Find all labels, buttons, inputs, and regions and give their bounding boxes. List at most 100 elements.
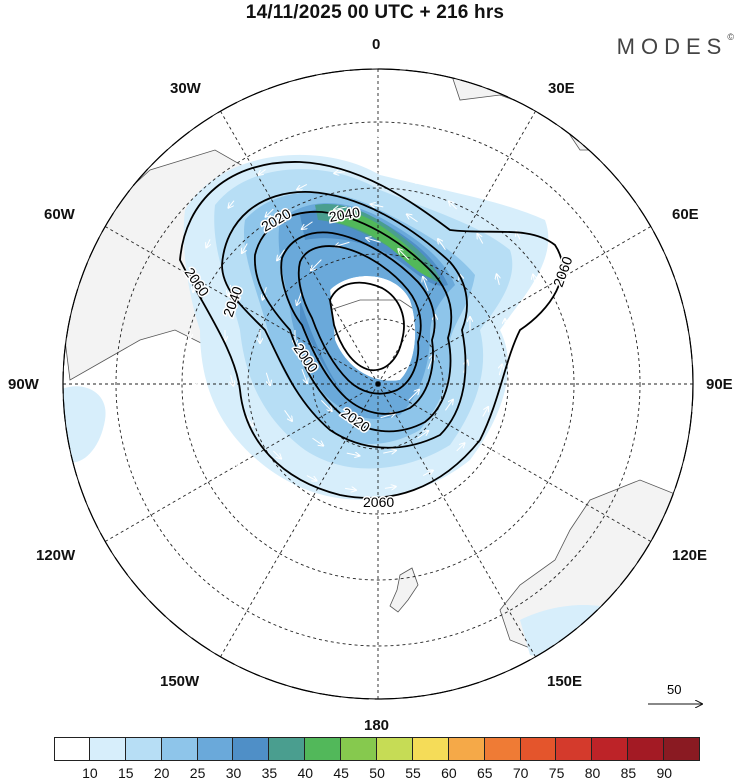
wind-vector <box>495 452 502 460</box>
wind-vector <box>206 239 210 247</box>
wind-vector <box>312 437 324 445</box>
wind-vector <box>343 524 353 525</box>
colorbar-cell <box>484 737 521 761</box>
colorbar-cell <box>412 737 449 761</box>
contour-label: 2060 <box>550 254 576 289</box>
meridian-150e <box>377 383 536 658</box>
wind-vector <box>490 194 497 202</box>
wind-vector <box>408 390 419 401</box>
wind-vector <box>413 179 424 185</box>
colorbar-cell <box>341 737 378 761</box>
lon-label-120e: 120E <box>672 547 708 564</box>
meridian-150w <box>220 383 379 658</box>
land-masses <box>63 69 693 661</box>
contour-2060 <box>179 161 564 499</box>
lon-label-120w: 120W <box>36 547 76 564</box>
wind-vector <box>233 458 240 466</box>
wind-vector <box>426 509 435 513</box>
colorbar-cell <box>305 737 342 761</box>
wind-vectors <box>190 135 540 525</box>
modes-logo: MODES© <box>616 32 734 60</box>
wind-vector <box>497 274 500 286</box>
wind-vector <box>284 410 292 421</box>
wind-vector <box>334 172 346 174</box>
wind-vector <box>277 249 285 261</box>
contour-2020 <box>280 231 436 415</box>
colorbar-tick-label: 80 <box>584 765 601 781</box>
colorbar-cell <box>269 737 306 761</box>
colorbar-cell <box>592 737 629 761</box>
lat-circle-50 <box>115 121 641 647</box>
lon-label-0: 0 <box>372 36 381 53</box>
colorbar-tick-label: 15 <box>118 765 134 781</box>
meridian-30e <box>377 110 536 385</box>
colorbar-tick-label: 45 <box>333 765 349 781</box>
wind-vector <box>301 368 307 383</box>
colorbar-tick-label: 70 <box>512 765 529 781</box>
wind-vector <box>344 488 356 490</box>
brand-text: MODES <box>616 34 728 59</box>
wind-vector <box>228 200 235 208</box>
wind-vector <box>477 234 484 244</box>
colorbar-cell <box>628 737 665 761</box>
colorbar-tick-label: 55 <box>405 765 421 781</box>
contour-1980 <box>329 281 405 372</box>
wind-vector <box>374 170 386 172</box>
shade-45 <box>330 209 432 278</box>
lon-label-90w: 90W <box>8 376 39 393</box>
wind-vector <box>266 208 274 217</box>
lat-circle-70 <box>247 253 509 515</box>
contour-2040 <box>221 191 468 449</box>
wind-vector <box>457 164 465 170</box>
wind-vector <box>366 238 381 243</box>
meridian-60e <box>377 226 652 385</box>
contour-2040-inner <box>254 211 453 433</box>
colorbar-cell <box>377 737 413 761</box>
colorbar-tick-label: 90 <box>656 765 673 781</box>
wind-vector <box>407 214 418 223</box>
wind-vector <box>210 420 214 429</box>
wind-vector <box>398 249 410 260</box>
wind-vector <box>445 400 452 411</box>
wind-vector <box>482 407 488 417</box>
colorbar-cell <box>556 737 593 761</box>
wind-vector <box>499 364 502 376</box>
colorbar-tick-label: 65 <box>477 765 493 781</box>
wind-vector <box>346 453 360 456</box>
lon-label-30w: 30W <box>170 80 201 97</box>
wind-vector <box>306 475 317 481</box>
wind-vector <box>297 184 308 189</box>
meridian-30w <box>220 110 379 385</box>
colorbar-tick-label: 50 <box>369 765 385 781</box>
wind-vector <box>423 277 429 292</box>
colorbar-tick-label: 35 <box>261 765 278 781</box>
land-africa <box>449 69 661 151</box>
colorbar-tick-label: 75 <box>548 765 565 781</box>
colorbar <box>54 737 701 761</box>
wind-vector <box>377 135 387 136</box>
colorbar-cell <box>89 737 126 761</box>
wind-vector <box>422 470 433 476</box>
colorbar-cell <box>125 737 162 761</box>
lon-label-60w: 60W <box>44 206 75 223</box>
height-contours <box>179 161 564 499</box>
wind-vector <box>320 400 331 411</box>
wind-vector <box>520 412 524 421</box>
wind-vector <box>231 374 234 386</box>
wind-vector <box>371 204 384 207</box>
colorbar-tick-label: 30 <box>225 765 242 781</box>
lon-label-150w: 150W <box>160 673 200 690</box>
lon-label-30e: 30E <box>548 80 575 97</box>
wind-vector <box>272 450 281 459</box>
colorbar-tick-label: 40 <box>297 765 314 781</box>
colorbar-tick-label: 10 <box>82 765 98 781</box>
colorbar-tick-label: 25 <box>189 765 206 781</box>
lat-circle-60 <box>181 187 575 581</box>
wind-vector <box>464 485 471 491</box>
colorbar-cell <box>233 737 270 761</box>
colorbar-tick-label: 85 <box>620 765 637 781</box>
wind-vector <box>419 144 428 148</box>
wind-vector <box>242 243 248 253</box>
colorbar-cell <box>54 737 90 761</box>
